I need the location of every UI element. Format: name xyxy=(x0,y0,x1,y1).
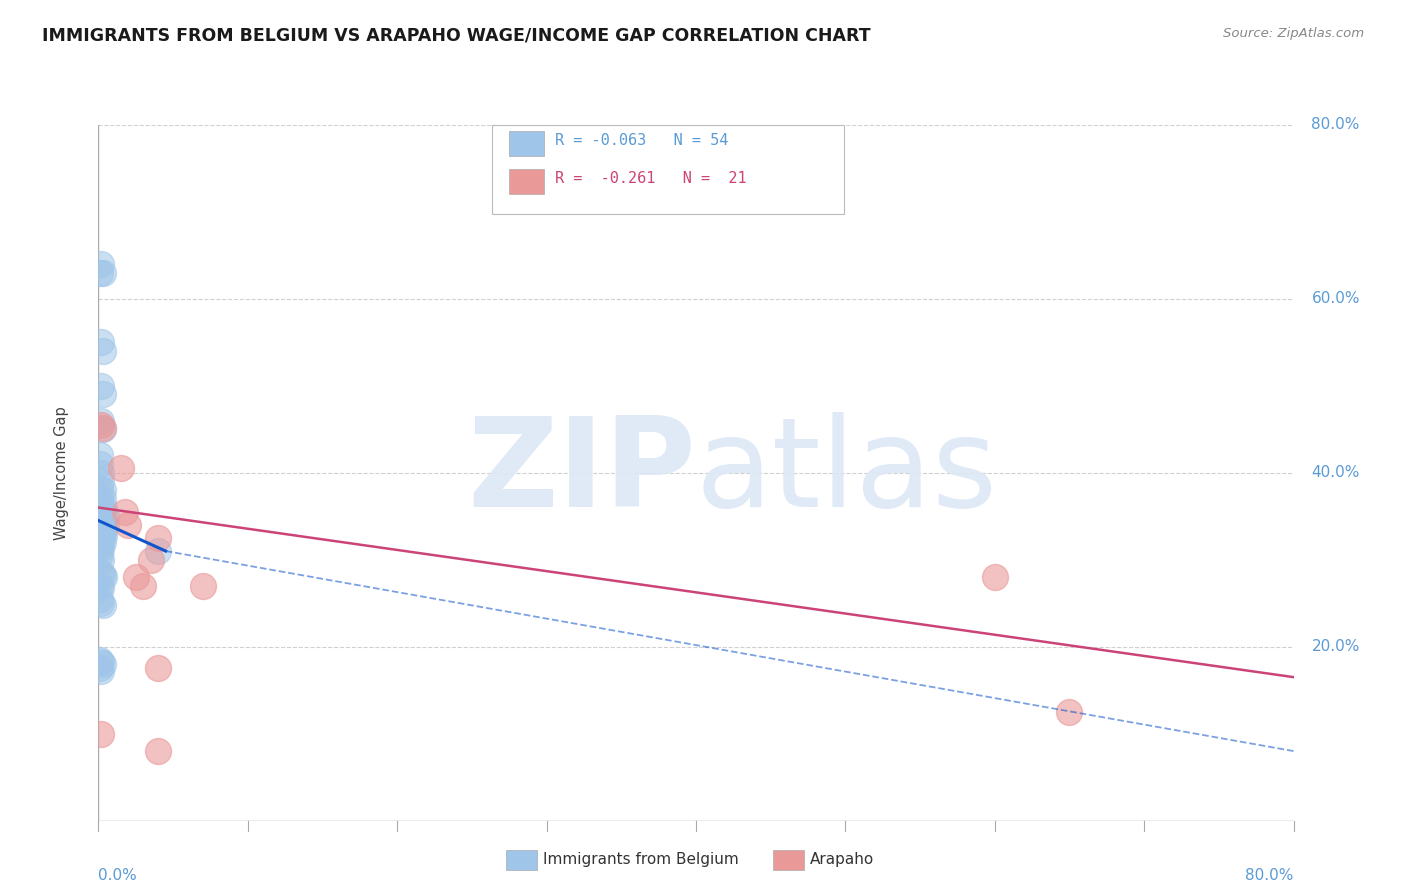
Point xyxy=(90,542,112,557)
Point xyxy=(93,570,115,584)
Text: R = -0.063   N = 54: R = -0.063 N = 54 xyxy=(555,134,728,148)
Point xyxy=(90,417,112,432)
Point xyxy=(93,500,115,515)
Point xyxy=(89,661,111,675)
Point xyxy=(90,335,112,350)
Point xyxy=(91,505,114,519)
Point xyxy=(125,570,148,584)
Point xyxy=(91,387,114,401)
Point xyxy=(90,257,112,271)
Point xyxy=(90,596,112,610)
Point xyxy=(148,544,170,558)
Point xyxy=(148,531,170,545)
Point xyxy=(91,598,114,612)
Point xyxy=(90,500,112,515)
Point xyxy=(90,664,112,678)
Point xyxy=(89,505,111,519)
Point xyxy=(89,457,111,471)
Point xyxy=(148,744,170,758)
Point xyxy=(89,266,111,280)
Text: 80.0%: 80.0% xyxy=(1246,869,1294,883)
Point xyxy=(132,579,155,593)
Text: Source: ZipAtlas.com: Source: ZipAtlas.com xyxy=(1223,27,1364,40)
Text: Wage/Income Gap: Wage/Income Gap xyxy=(53,406,69,540)
Point xyxy=(1059,705,1081,719)
Text: atlas: atlas xyxy=(696,412,998,533)
Point xyxy=(90,552,112,567)
Point xyxy=(91,483,114,497)
Point xyxy=(93,514,115,528)
Point xyxy=(90,475,112,489)
Text: 0.0%: 0.0% xyxy=(98,869,138,883)
Point xyxy=(89,540,111,554)
Point xyxy=(110,461,132,475)
Point xyxy=(90,509,112,524)
Point xyxy=(89,549,111,563)
Point xyxy=(90,726,112,740)
Point xyxy=(148,661,170,675)
Point xyxy=(89,591,111,606)
Point xyxy=(89,653,111,667)
Text: 40.0%: 40.0% xyxy=(1312,466,1360,480)
Point xyxy=(91,420,114,434)
Point xyxy=(91,535,114,549)
Point xyxy=(191,579,214,593)
Point xyxy=(89,522,111,536)
Point xyxy=(91,568,114,582)
Point xyxy=(139,552,162,567)
Text: R =  -0.261   N =  21: R = -0.261 N = 21 xyxy=(555,171,747,186)
Point xyxy=(90,656,112,670)
Point xyxy=(93,528,115,542)
Point xyxy=(117,517,139,532)
Point xyxy=(91,422,114,436)
Point xyxy=(90,533,112,548)
Point xyxy=(90,526,112,541)
Point xyxy=(90,414,112,428)
Point xyxy=(983,570,1005,584)
Point xyxy=(90,466,112,480)
Point xyxy=(91,524,114,539)
Point xyxy=(91,343,114,358)
Point xyxy=(91,266,114,280)
Point xyxy=(89,514,111,528)
Text: 20.0%: 20.0% xyxy=(1312,640,1360,654)
Point xyxy=(94,517,117,532)
Point xyxy=(90,581,112,595)
Point xyxy=(93,522,115,536)
Point xyxy=(89,448,111,462)
Point xyxy=(90,517,112,532)
Text: Immigrants from Belgium: Immigrants from Belgium xyxy=(543,853,738,867)
Point xyxy=(90,378,112,392)
Point xyxy=(91,517,114,532)
Point xyxy=(89,579,111,593)
Point xyxy=(114,505,136,519)
Point xyxy=(90,566,112,580)
Point xyxy=(91,491,114,506)
Point xyxy=(94,509,117,524)
Text: Arapaho: Arapaho xyxy=(810,853,875,867)
Point xyxy=(89,491,111,506)
Point xyxy=(91,657,114,671)
Text: IMMIGRANTS FROM BELGIUM VS ARAPAHO WAGE/INCOME GAP CORRELATION CHART: IMMIGRANTS FROM BELGIUM VS ARAPAHO WAGE/… xyxy=(42,27,870,45)
Point xyxy=(89,531,111,545)
Point xyxy=(89,483,111,497)
Text: 80.0%: 80.0% xyxy=(1312,118,1360,132)
Text: ZIP: ZIP xyxy=(467,412,696,533)
Text: 60.0%: 60.0% xyxy=(1312,292,1360,306)
